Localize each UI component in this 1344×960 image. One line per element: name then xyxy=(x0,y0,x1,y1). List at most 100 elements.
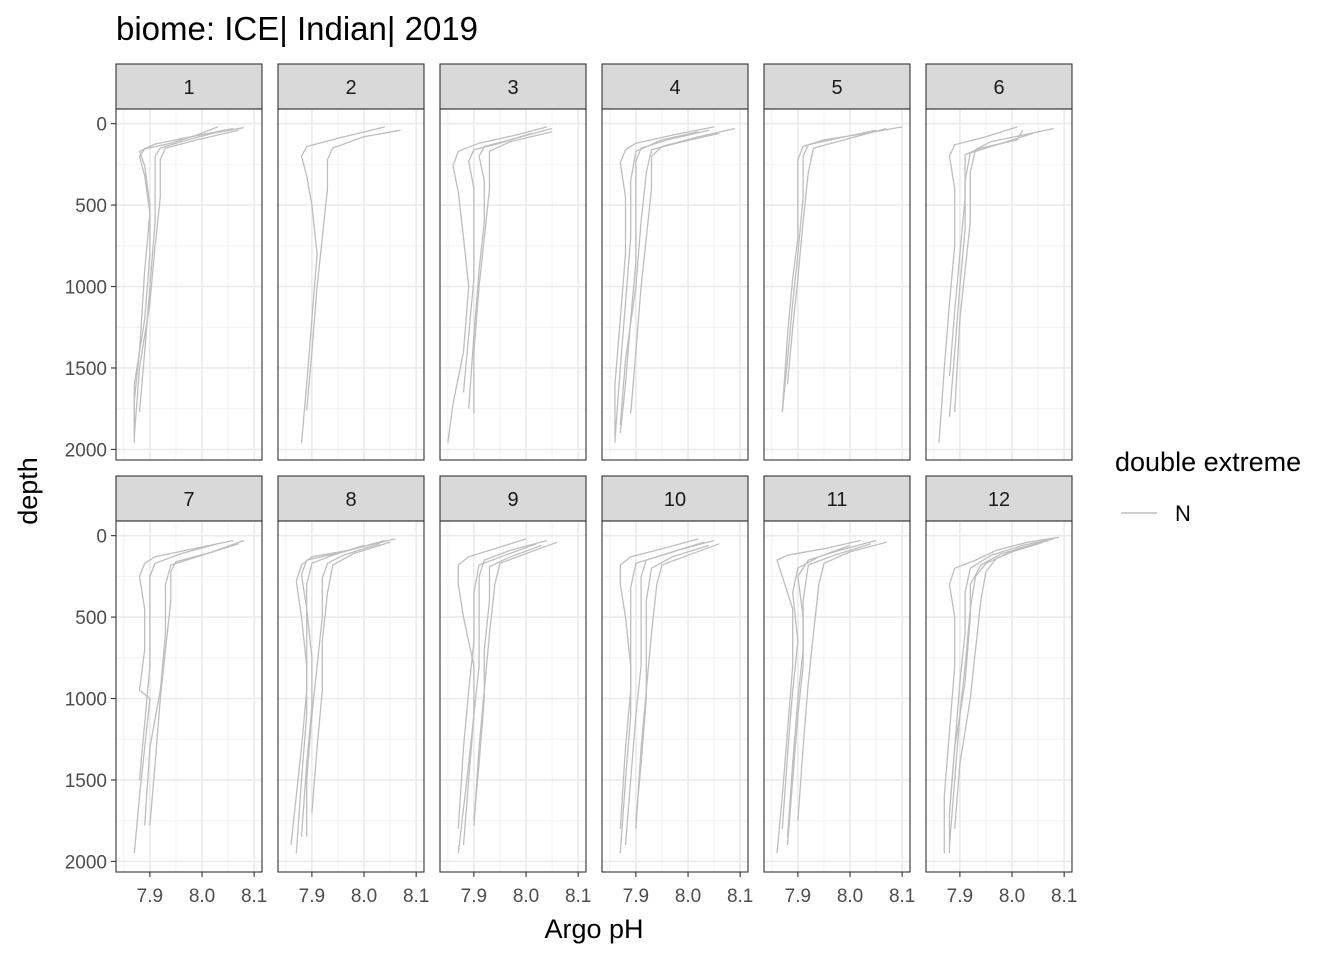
facet-panel: 4 xyxy=(601,63,749,461)
profile-line xyxy=(954,539,1049,829)
facet-panel: 6 xyxy=(925,63,1073,461)
x-tick-label: 8.1 xyxy=(241,886,267,907)
y-tick-label: 2000 xyxy=(65,852,107,873)
facet-strip-label: 8 xyxy=(345,489,356,511)
x-tick-label: 8.0 xyxy=(675,886,701,907)
profile-line xyxy=(781,129,877,413)
profile-line xyxy=(473,131,553,414)
chart-title: biome: ICE| Indian| 2019 xyxy=(116,10,478,47)
profile-line xyxy=(462,539,548,846)
panel-border xyxy=(115,520,263,873)
profile-line xyxy=(144,543,239,826)
facet-strip xyxy=(115,63,263,110)
facet-strip-label: 2 xyxy=(345,77,356,99)
profile-line xyxy=(635,543,720,829)
facet-strip-label: 11 xyxy=(827,489,848,511)
panel-border xyxy=(115,108,263,461)
facet-strip-label: 7 xyxy=(183,489,194,511)
facet-panel: 2 xyxy=(277,63,425,461)
profile-line xyxy=(943,536,1060,854)
y-tick-label: 0 xyxy=(96,527,107,548)
profile-line xyxy=(797,541,887,821)
profile-line xyxy=(447,126,548,443)
profile-line xyxy=(948,132,1034,417)
y-tick-label: 500 xyxy=(75,608,107,629)
x-tick-label: 7.9 xyxy=(461,886,487,907)
y-axis-title: depth xyxy=(13,457,43,525)
x-tick-label: 8.1 xyxy=(403,886,429,907)
x-tick-label: 8.0 xyxy=(351,886,377,907)
x-tick-label: 8.1 xyxy=(889,886,915,907)
x-tick-label: 7.9 xyxy=(299,886,325,907)
profile-line xyxy=(619,129,710,434)
y-tick-label: 0 xyxy=(96,115,107,136)
y-tick-label: 2000 xyxy=(65,440,107,461)
facet-panel: 11 7.9 8.0 8.1 xyxy=(763,475,915,907)
facet-strip xyxy=(763,63,911,110)
facet-strip xyxy=(115,475,263,522)
x-tick-label: 7.9 xyxy=(623,886,649,907)
legend: double extreme N xyxy=(1115,447,1301,526)
facet-strip-label: 3 xyxy=(507,77,518,99)
facet-strip xyxy=(439,475,587,522)
facet-strip-label: 4 xyxy=(669,77,680,99)
profile-line xyxy=(133,129,239,437)
profile-line xyxy=(473,541,558,826)
profile-line xyxy=(781,126,903,413)
y-tick-label: 1500 xyxy=(65,771,107,792)
y-tick-label: 1500 xyxy=(65,359,107,380)
profile-line xyxy=(948,543,1039,813)
profile-line xyxy=(614,126,715,443)
profile-line xyxy=(457,543,537,829)
profile-line xyxy=(619,541,704,829)
panel-border xyxy=(439,520,587,873)
profile-line xyxy=(630,127,736,414)
facet-strip xyxy=(763,475,911,522)
profile-line xyxy=(133,127,234,430)
profile-line xyxy=(624,539,715,846)
profile-line xyxy=(786,543,872,838)
y-tick-label: 1000 xyxy=(65,278,107,299)
x-tick-label: 7.9 xyxy=(947,886,973,907)
facet-panel: 7 0 500 1000 1500 2000 7.9 8.0 8.1 xyxy=(65,475,267,907)
profile-line xyxy=(619,538,699,854)
profile-line xyxy=(781,544,851,829)
panel-border xyxy=(277,108,425,461)
profile-line xyxy=(290,544,365,846)
panel-border xyxy=(439,108,587,461)
profile-line xyxy=(635,544,710,821)
profile-line xyxy=(133,539,234,854)
facet-strip xyxy=(277,63,425,110)
legend-label: N xyxy=(1175,501,1191,526)
x-tick-label: 8.0 xyxy=(837,886,863,907)
facet-panel: 9 7.9 8.0 8.1 xyxy=(439,475,591,907)
profile-line xyxy=(786,127,887,385)
profile-line xyxy=(311,541,391,813)
facet-strip xyxy=(925,63,1073,110)
x-axis-title: Argo pH xyxy=(544,914,643,944)
panel-border xyxy=(277,520,425,873)
y-tick-label: 500 xyxy=(75,196,107,217)
facet-strip xyxy=(439,63,587,110)
x-tick-label: 7.9 xyxy=(137,886,163,907)
profile-line xyxy=(776,539,861,854)
profile-line xyxy=(295,538,396,854)
facet-strip-label: 1 xyxy=(183,77,194,99)
profile-line xyxy=(138,543,218,781)
facet-strip xyxy=(277,475,425,522)
profile-line xyxy=(938,126,1018,443)
profile-line xyxy=(133,126,218,443)
legend-title: double extreme xyxy=(1115,447,1301,477)
facet-strip xyxy=(601,475,749,522)
panel-border xyxy=(763,108,911,461)
panel-border xyxy=(925,108,1073,461)
facet-strip-label: 6 xyxy=(993,77,1004,99)
profile-line xyxy=(462,132,532,393)
profile-line xyxy=(786,539,877,846)
panel-border xyxy=(763,520,911,873)
facet-strip-label: 10 xyxy=(664,489,686,511)
facet-panel: 10 7.9 8.0 8.1 xyxy=(601,475,753,907)
facet-panel: 12 7.9 8.0 8.1 xyxy=(925,475,1077,907)
profile-line xyxy=(614,131,699,440)
